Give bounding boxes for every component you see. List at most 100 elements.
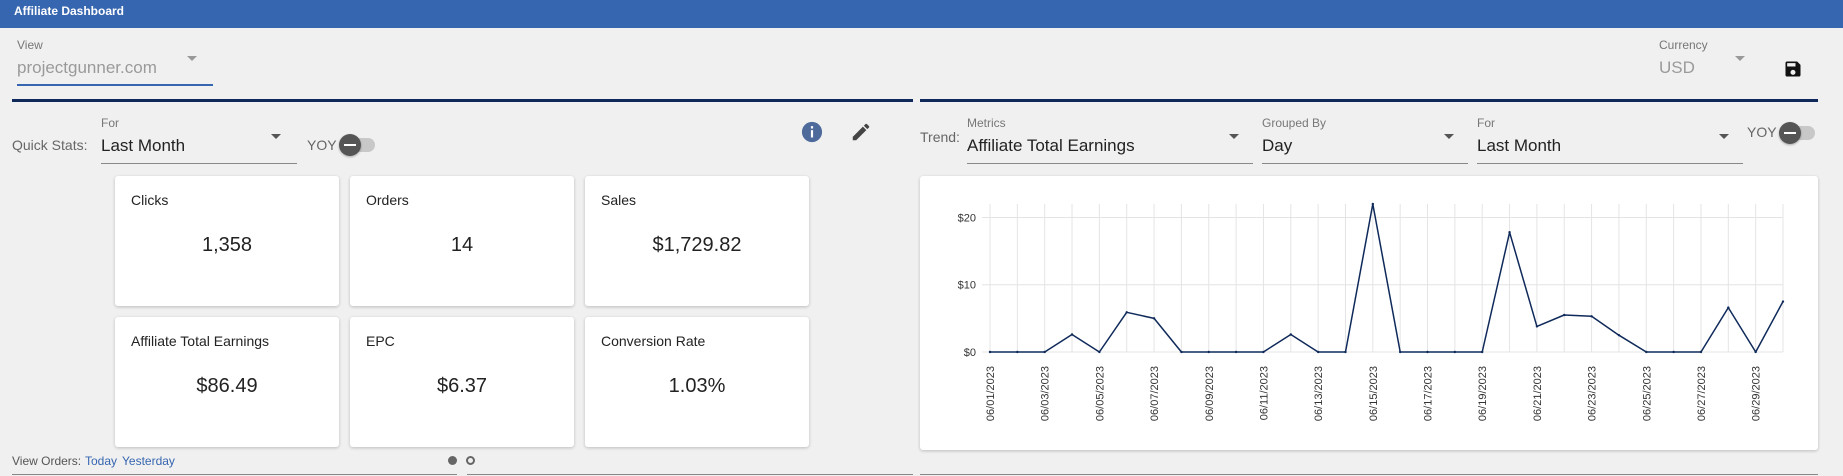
stat-card-value: $86.49 xyxy=(196,375,258,397)
carousel-dot-active[interactable] xyxy=(448,456,457,465)
data-point xyxy=(1645,350,1648,354)
x-tick-label: 06/05/2023 xyxy=(1094,366,1106,421)
x-tick-label: 06/15/2023 xyxy=(1368,366,1380,421)
stat-card-value: $6.37 xyxy=(436,375,488,397)
stat-card-orders: Orders 14 xyxy=(350,176,574,306)
quick-stats-yoy-toggle[interactable] xyxy=(339,134,375,156)
currency-select-value: USD xyxy=(1659,58,1695,77)
stat-card-clicks: Clicks 1,358 xyxy=(115,176,339,306)
trend-yoy-label: YOY xyxy=(1747,124,1777,140)
stat-card-label: Clicks xyxy=(131,192,169,208)
trend-divider xyxy=(920,99,1818,102)
chevron-down-icon xyxy=(1735,56,1745,61)
trend-grouped-select[interactable]: Grouped By Day xyxy=(1262,116,1468,164)
quick-stats-label: Quick Stats: xyxy=(12,137,88,153)
data-point xyxy=(1754,350,1757,354)
data-point xyxy=(1344,350,1347,354)
data-point xyxy=(1207,350,1210,354)
series-line xyxy=(990,203,1784,353)
x-tick-label: 06/09/2023 xyxy=(1204,366,1216,421)
x-tick-label: 06/01/2023 xyxy=(985,366,997,421)
data-point xyxy=(1262,350,1265,354)
save-icon[interactable] xyxy=(1783,59,1803,79)
carousel-dot[interactable] xyxy=(466,456,475,465)
quick-stats-bottom-line-2 xyxy=(467,474,913,475)
quick-stats-for-underline xyxy=(101,163,297,164)
quick-stats-period-select[interactable]: For Last Month xyxy=(101,116,297,164)
x-tick-label: 06/25/2023 xyxy=(1641,366,1653,421)
trend-grouped-value: Day xyxy=(1262,136,1293,155)
data-point xyxy=(1535,325,1539,328)
trend-chart: $0 $10 $20 06/01/2023 06/03/2023 06/05/2023 06… xyxy=(958,202,1785,421)
stat-card-value: 1.03% xyxy=(668,375,726,397)
data-point xyxy=(1563,313,1566,317)
x-tick-label: 06/11/2023 xyxy=(1258,366,1270,420)
edit-icon[interactable] xyxy=(850,121,872,143)
chevron-down-icon xyxy=(271,134,281,139)
quick-stats-for-value: Last Month xyxy=(101,136,186,155)
x-tick-label: 06/27/2023 xyxy=(1696,366,1708,421)
stat-card-label: Orders xyxy=(366,192,409,208)
app-title: Affiliate Dashboard xyxy=(14,4,125,18)
view-select-value: projectgunner.com xyxy=(17,58,157,77)
chevron-down-icon xyxy=(1444,134,1454,139)
stat-card-value: $1,729.82 xyxy=(652,234,742,256)
stat-card-value: 1,358 xyxy=(201,234,253,256)
stat-card-value: 14 xyxy=(450,234,474,256)
data-point xyxy=(1453,350,1457,354)
toggle-knob xyxy=(339,134,361,156)
x-tick-label: 06/13/2023 xyxy=(1313,366,1325,421)
view-orders-today-link[interactable]: Today xyxy=(85,454,118,468)
data-point xyxy=(1371,202,1375,206)
info-icon[interactable] xyxy=(801,121,823,143)
view-select-underline xyxy=(17,84,213,86)
chevron-down-icon xyxy=(1719,134,1729,139)
data-point xyxy=(1590,315,1593,318)
trend-metrics-value: Affiliate Total Earnings xyxy=(967,136,1135,155)
data-point xyxy=(1481,350,1484,354)
quick-stats-yoy-label: YOY xyxy=(307,137,337,153)
trend-metrics-underline xyxy=(967,163,1253,164)
app-header: Affiliate Dashboard xyxy=(0,0,1843,28)
view-orders-label: View Orders: xyxy=(12,454,82,468)
trend-grouped-label: Grouped By xyxy=(1262,116,1327,130)
y-tick-label: $20 xyxy=(958,212,976,224)
x-tick-label: 06/21/2023 xyxy=(1532,366,1544,421)
stat-card-label: Sales xyxy=(601,192,637,208)
trend-label: Trend: xyxy=(920,129,960,145)
stat-card-label: Affiliate Total Earnings xyxy=(131,333,270,349)
trend-yoy-toggle[interactable] xyxy=(1779,122,1815,144)
view-select[interactable]: View projectgunner.com xyxy=(17,38,213,86)
toggle-knob xyxy=(1779,122,1801,144)
data-point xyxy=(1727,306,1730,309)
chevron-down-icon xyxy=(187,56,197,61)
currency-select[interactable]: Currency USD xyxy=(1659,38,1759,86)
trend-metrics-select[interactable]: Metrics Affiliate Total Earnings xyxy=(967,116,1253,164)
quick-stats-for-label: For xyxy=(101,116,119,130)
trend-for-underline xyxy=(1477,163,1743,164)
data-point xyxy=(1070,333,1074,336)
data-point xyxy=(1152,317,1156,320)
quick-stats-divider xyxy=(12,99,913,102)
x-tick-label: 06/23/2023 xyxy=(1587,366,1599,421)
view-orders-yesterday-link[interactable]: Yesterday xyxy=(122,454,175,468)
stat-card-affiliate-earnings: Affiliate Total Earnings $86.49 xyxy=(115,317,339,447)
x-tick-label: 06/19/2023 xyxy=(1477,366,1489,421)
data-point xyxy=(1234,350,1238,354)
data-point xyxy=(1672,350,1675,354)
data-point xyxy=(1098,350,1101,354)
stat-card-label: EPC xyxy=(366,333,395,349)
trend-for-value: Last Month xyxy=(1477,136,1562,155)
data-point xyxy=(1125,311,1128,314)
trend-chart-card: $0 $10 $20 06/01/2023 06/03/2023 06/05/2023 06… xyxy=(920,176,1818,450)
view-select-label: View xyxy=(17,38,43,52)
trend-period-select[interactable]: For Last Month xyxy=(1477,116,1743,164)
stat-card-sales: Sales $1,729.82 xyxy=(585,176,809,306)
quick-stats-bottom-line xyxy=(12,474,457,475)
data-point xyxy=(1016,350,1019,354)
stat-card-conversion-rate: Conversion Rate 1.03% xyxy=(585,317,809,447)
trend-grouped-underline xyxy=(1262,163,1468,164)
data-point xyxy=(1180,350,1183,354)
trend-bottom-line xyxy=(920,474,1818,475)
data-point xyxy=(1398,350,1402,354)
